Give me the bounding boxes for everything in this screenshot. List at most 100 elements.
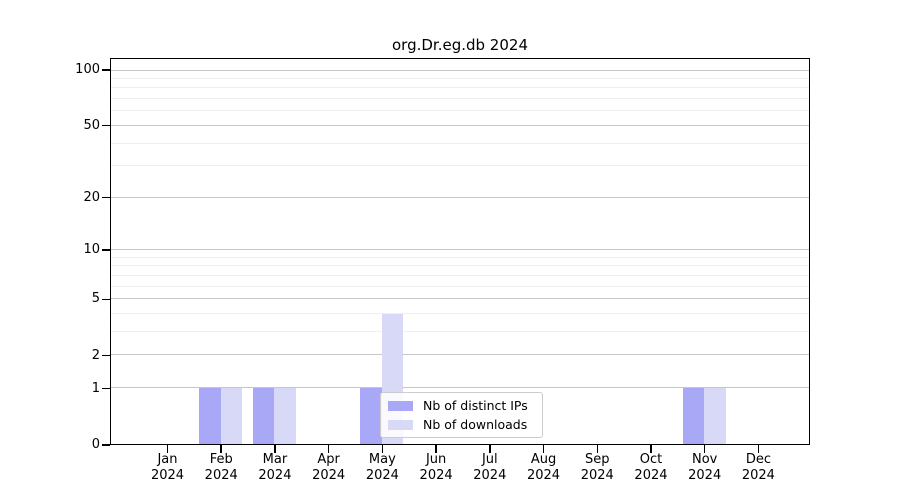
x-tick-oct (650, 445, 652, 453)
y-tick-50 (102, 124, 110, 127)
gridline-major-50 (111, 124, 809, 126)
x-tick-label-dec: Dec 2024 (726, 452, 790, 484)
x-tick-label-aug: Aug 2024 (512, 452, 576, 484)
gridline-minor-4 (111, 312, 809, 314)
x-tick-month: Mar (262, 452, 288, 467)
y-tick-label-5: 5 (91, 291, 100, 307)
y-tick-label-100: 100 (75, 62, 100, 78)
bar-distinct-ips-may (360, 387, 382, 444)
x-tick-year: 2024 (365, 468, 399, 483)
x-tick-feb (220, 445, 222, 453)
gridline-minor-60 (111, 110, 809, 112)
x-tick-month: Feb (209, 452, 233, 467)
gridline-major-10 (111, 249, 809, 250)
x-tick-label-mar: Mar 2024 (243, 452, 307, 484)
bar-distinct-ips-mar (252, 387, 275, 444)
x-tick-month: Aug (530, 452, 557, 467)
x-tick-apr (327, 445, 330, 453)
x-tick-month: Jul (481, 452, 498, 467)
x-tick-label-sep: Sep 2024 (565, 452, 629, 484)
x-tick-month: Apr (317, 452, 340, 467)
x-tick-jan (166, 445, 169, 453)
bar-downloads-mar (274, 387, 296, 444)
x-tick-month: Sep (584, 452, 610, 467)
legend-label-downloads: Nb of downloads (423, 417, 528, 432)
x-tick-month: Oct (639, 452, 663, 467)
gridline-major-2 (111, 354, 809, 356)
y-tick-label-50: 50 (83, 117, 100, 133)
x-tick-year: 2024 (150, 468, 185, 483)
gridline-minor-70 (111, 98, 809, 100)
x-tick-label-jul: Jul 2024 (458, 452, 522, 484)
legend-label-distinct-ips: Nb of distinct IPs (423, 398, 528, 413)
x-tick-label-nov: Nov 2024 (673, 452, 737, 484)
gridline-major-20 (111, 196, 809, 198)
x-tick-year: 2024 (419, 468, 453, 483)
x-tick-jul (489, 445, 491, 453)
x-tick-label-feb: Feb 2024 (189, 452, 253, 484)
y-tick-label-10: 10 (83, 242, 100, 258)
x-tick-year: 2024 (473, 468, 507, 483)
chart-title: org.Dr.eg.db 2024 (392, 36, 528, 54)
plot-area: Nb of distinct IPs Nb of downloads (110, 58, 810, 445)
gridline-minor-90 (111, 78, 809, 80)
gridline-minor-3 (111, 330, 809, 332)
x-tick-month: Nov (692, 452, 718, 467)
x-tick-month: May (368, 452, 396, 467)
gridline-major-5 (111, 298, 809, 300)
y-tick-0 (102, 444, 110, 446)
legend-item-distinct-ips: Nb of distinct IPs (388, 398, 535, 413)
y-tick-label-2: 2 (91, 347, 100, 363)
x-tick-month: Jun (425, 452, 447, 467)
x-tick-label-oct: Oct 2024 (619, 452, 683, 484)
x-tick-year: 2024 (204, 468, 238, 483)
x-tick-month: Jan (157, 452, 178, 467)
x-tick-jun (435, 445, 437, 453)
y-tick-label-1: 1 (91, 380, 100, 396)
legend-swatch-distinct-ips (388, 400, 413, 411)
y-tick-label-0: 0 (91, 437, 100, 452)
x-tick-may (381, 445, 384, 453)
gridline-minor-40 (111, 142, 809, 144)
bar-distinct-ips-feb (199, 387, 221, 444)
x-tick-year: 2024 (580, 468, 614, 483)
y-tick-1 (102, 387, 110, 390)
bar-downloads-nov (704, 387, 726, 444)
gridline-major-1 (111, 386, 809, 388)
x-tick-label-jun: Jun 2024 (404, 452, 468, 484)
gridline-minor-6 (111, 285, 809, 287)
y-tick-10 (102, 249, 110, 251)
x-tick-sep (596, 445, 598, 453)
x-tick-year: 2024 (312, 468, 346, 483)
legend-item-downloads: Nb of downloads (388, 417, 535, 432)
x-tick-year: 2024 (741, 468, 775, 483)
bar-downloads-feb (220, 387, 243, 444)
x-tick-label-may: May 2024 (350, 452, 414, 484)
gridline-minor-7 (111, 274, 809, 276)
legend: Nb of distinct IPs Nb of downloads (380, 392, 543, 438)
x-tick-year: 2024 (526, 468, 561, 483)
gridline-major-100 (111, 69, 809, 71)
gridline-minor-8 (111, 265, 809, 267)
x-tick-year: 2024 (634, 468, 668, 483)
gridline-minor-30 (111, 165, 809, 167)
x-tick-aug (542, 445, 545, 453)
y-tick-label-20: 20 (83, 189, 100, 205)
y-tick-20 (102, 196, 110, 199)
x-tick-year: 2024 (688, 468, 722, 483)
bar-distinct-ips-nov (682, 387, 705, 444)
legend-swatch-downloads (388, 419, 413, 430)
x-tick-label-jan: Jan 2024 (136, 452, 200, 484)
gridline-minor-80 (111, 87, 809, 89)
x-tick-nov (703, 445, 706, 453)
x-tick-month: Dec (745, 452, 771, 467)
gridline-minor-9 (111, 256, 809, 258)
y-tick-5 (102, 298, 110, 301)
y-tick-100 (102, 69, 110, 71)
x-tick-dec (757, 445, 760, 453)
x-tick-label-apr: Apr 2024 (297, 452, 361, 484)
y-tick-2 (102, 354, 110, 357)
x-tick-mar (274, 445, 276, 453)
x-tick-year: 2024 (258, 468, 292, 483)
